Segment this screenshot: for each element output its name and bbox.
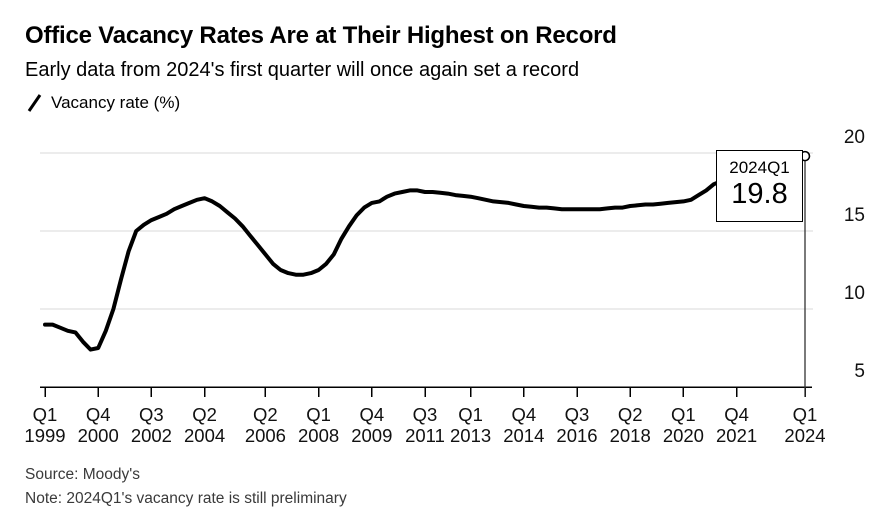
x-tick-year: 2009 — [351, 425, 392, 446]
x-tick-year: 2002 — [131, 425, 172, 446]
x-tick-year: 2006 — [245, 425, 286, 446]
x-tick-year: 2011 — [405, 425, 445, 446]
preliminary-note: Note: 2024Q1's vacancy rate is still pre… — [25, 489, 347, 507]
x-tick-quarter: Q3 — [565, 404, 590, 425]
legend-label: Vacancy rate (%) — [51, 93, 181, 112]
x-tick-year: 2013 — [450, 425, 491, 446]
x-tick-year: 2014 — [503, 425, 544, 446]
x-tick-year: 2024 — [784, 425, 825, 446]
annotation-callout: 2024Q1 19.8 — [716, 150, 803, 222]
x-tick-quarter: Q2 — [192, 404, 217, 425]
y-axis-label: 20 — [844, 127, 865, 148]
x-tick-year: 2008 — [298, 425, 339, 446]
vacancy-rate-line-chart: 5101520Q11999Q42000Q32002Q22004Q22006Q12… — [24, 127, 865, 446]
x-tick-quarter: Q1 — [306, 404, 331, 425]
y-axis-label: 5 — [854, 361, 865, 382]
annotation-value: 19.8 — [731, 178, 788, 210]
x-tick-year: 1999 — [24, 425, 65, 446]
x-tick-quarter: Q2 — [253, 404, 278, 425]
vacancy-rate-line — [43, 154, 807, 352]
chart-footnotes: Source: Moody's Note: 2024Q1's vacancy r… — [25, 463, 347, 510]
x-tick-quarter: Q3 — [139, 404, 164, 425]
chart-subtitle: Early data from 2024's first quarter wil… — [25, 59, 580, 81]
x-tick-quarter: Q1 — [671, 404, 696, 425]
x-tick-quarter: Q4 — [724, 404, 749, 425]
annotation-quarter-label: 2024Q1 — [729, 158, 790, 177]
source-note: Source: Moody's — [25, 466, 140, 483]
x-tick-year: 2016 — [556, 425, 597, 446]
legend: Vacancy rate (%) — [27, 93, 180, 113]
x-tick-year: 2004 — [184, 425, 225, 446]
y-axis-label: 10 — [844, 283, 865, 304]
x-tick-quarter: Q1 — [33, 404, 58, 425]
x-tick-quarter: Q4 — [511, 404, 536, 425]
y-axis-label: 15 — [844, 205, 865, 226]
x-tick-quarter: Q4 — [86, 404, 111, 425]
x-tick-quarter: Q3 — [413, 404, 438, 425]
x-tick-quarter: Q1 — [458, 404, 483, 425]
x-tick-quarter: Q2 — [618, 404, 643, 425]
x-tick-year: 2018 — [610, 425, 651, 446]
chart-title: Office Vacancy Rates Are at Their Highes… — [25, 22, 617, 49]
x-tick-quarter: Q1 — [793, 404, 818, 425]
x-tick-year: 2020 — [663, 425, 704, 446]
x-tick-year: 2000 — [78, 425, 119, 446]
x-tick-year: 2021 — [716, 425, 757, 446]
line-style-icon — [27, 94, 42, 112]
x-tick-quarter: Q4 — [359, 404, 384, 425]
